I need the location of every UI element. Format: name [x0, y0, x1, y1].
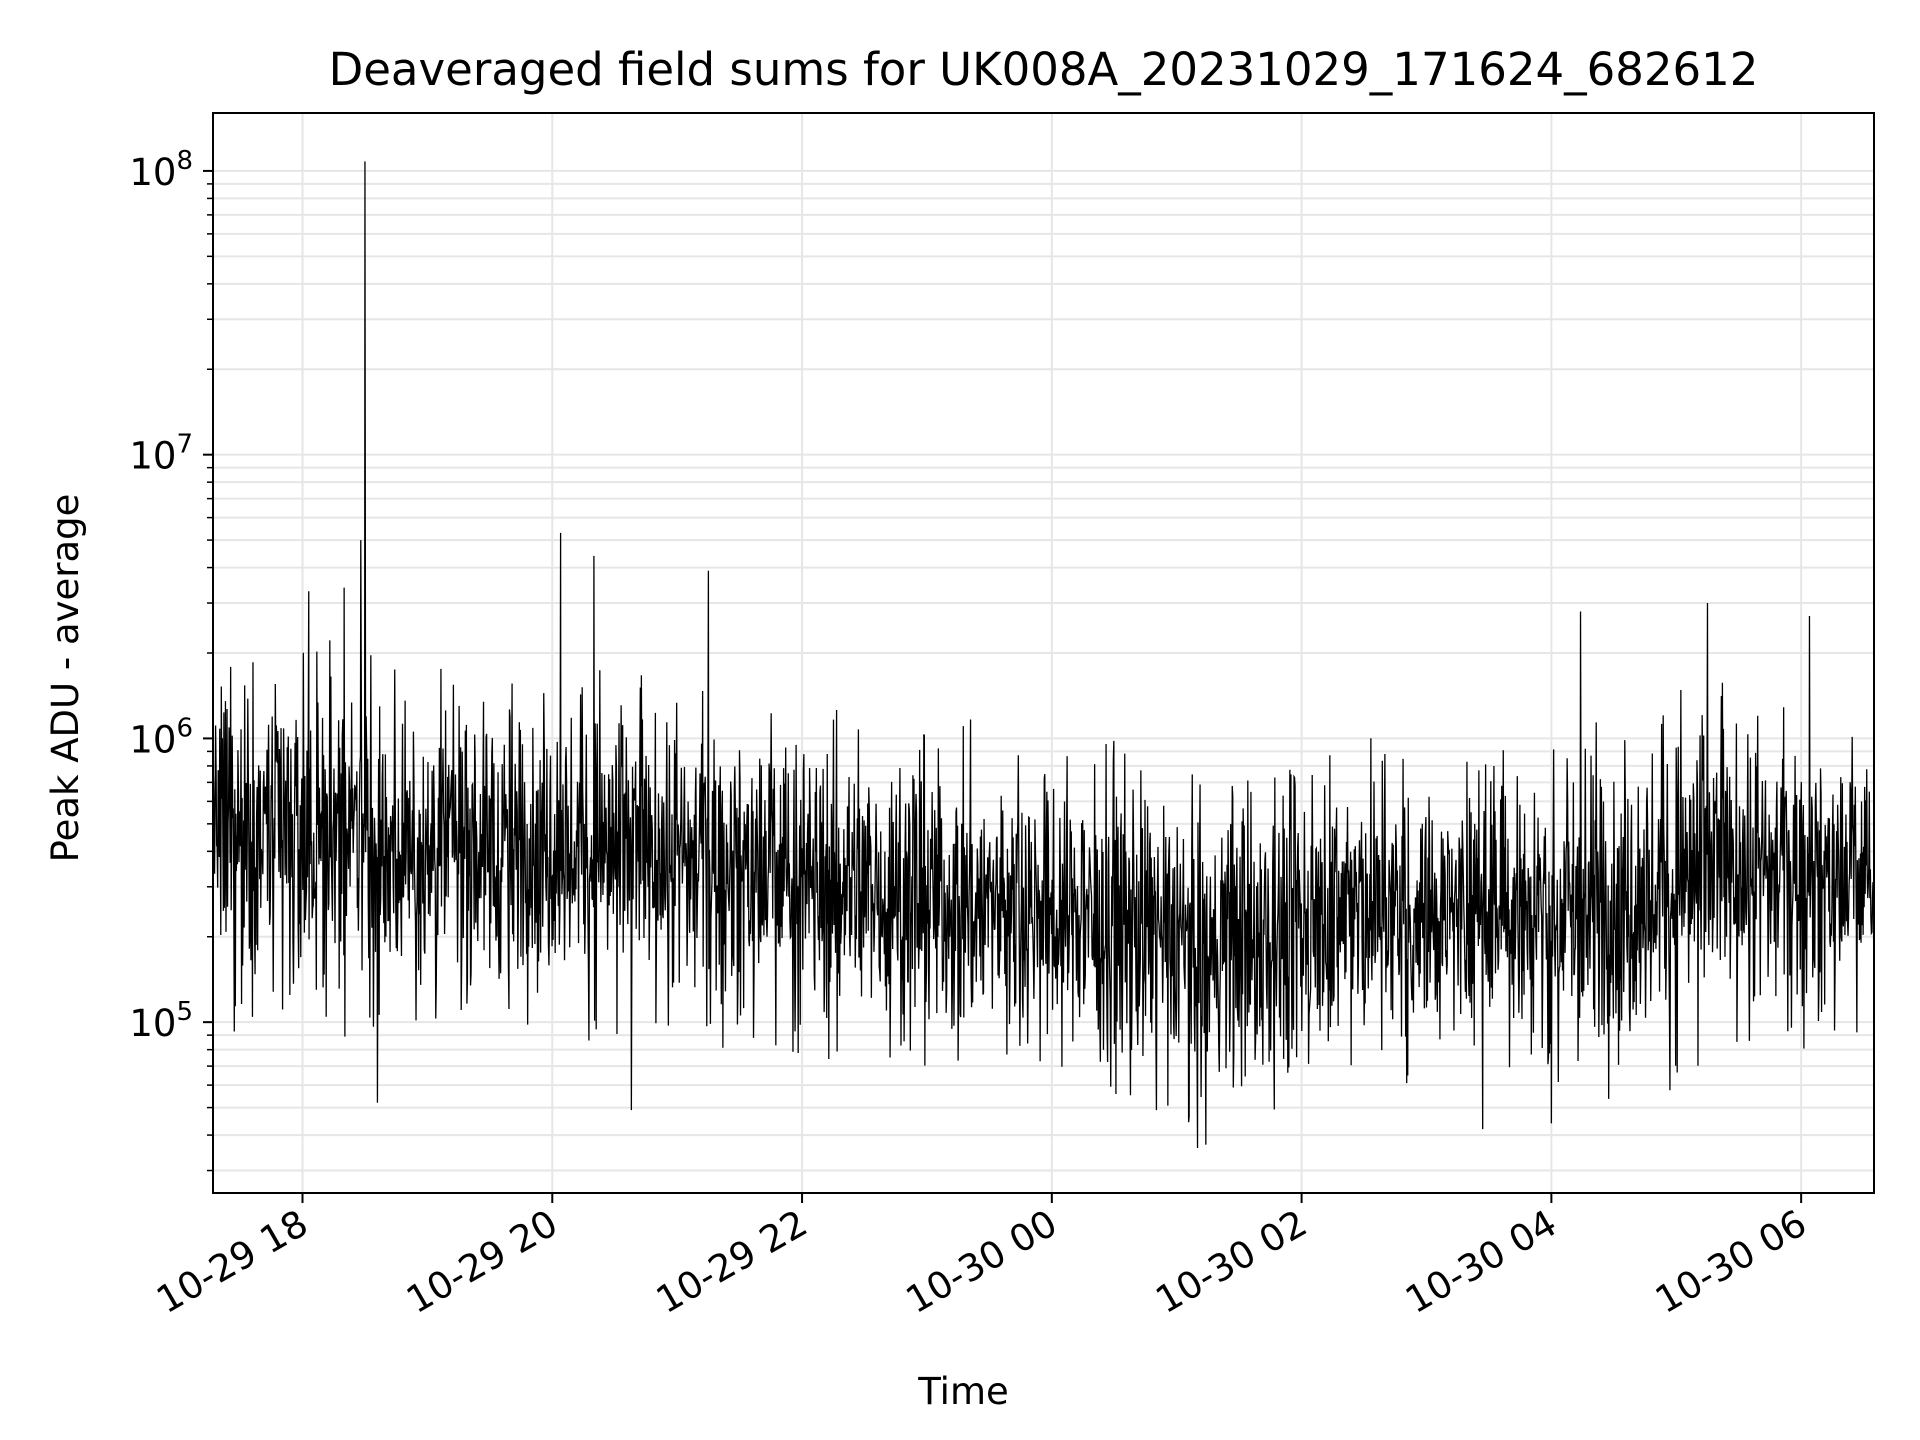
x-tick-label: 10-30 04	[1398, 1202, 1564, 1322]
y-axis-label: Peak ADU - average	[44, 494, 87, 863]
y-tick-label: 108	[129, 146, 193, 194]
data-series-line	[212, 161, 1875, 1149]
x-tick-label: 10-29 18	[149, 1202, 315, 1322]
y-tick-label: 107	[129, 430, 193, 478]
x-tick-label: 10-29 22	[649, 1202, 815, 1322]
y-tick-label: 105	[129, 997, 193, 1045]
x-tick-label: 10-30 06	[1648, 1202, 1814, 1322]
x-tick-label: 10-30 02	[1149, 1202, 1315, 1322]
axis-ticks: 105 106 107 108 10-29 18 10-29 20 10-29 22 10-3…	[129, 146, 1813, 1322]
x-axis-label: Time	[917, 1370, 1009, 1413]
x-tick-label: 10-29 20	[399, 1202, 565, 1322]
grid	[213, 113, 1874, 1193]
y-tick-label: 106	[129, 713, 193, 761]
x-tick-label: 10-30 00	[899, 1202, 1065, 1322]
series-path	[212, 161, 1875, 1149]
chart-title: Deaveraged field sums for UK008A_2023102…	[329, 43, 1759, 96]
